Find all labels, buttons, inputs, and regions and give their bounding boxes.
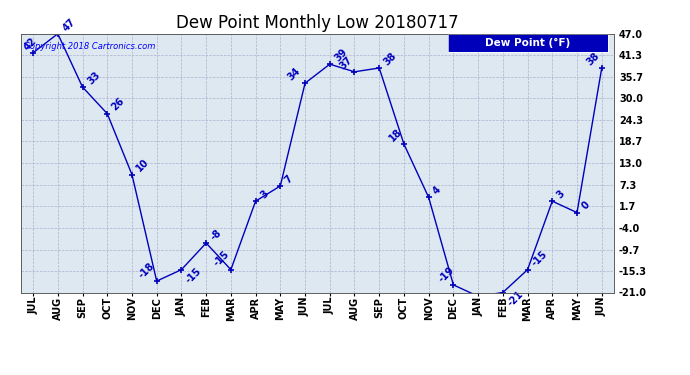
Text: 39: 39	[333, 47, 349, 63]
Text: 38: 38	[382, 51, 399, 67]
Text: 3: 3	[555, 189, 567, 200]
Text: -18: -18	[137, 261, 157, 280]
Text: 34: 34	[286, 66, 302, 82]
Text: -15: -15	[531, 249, 550, 269]
Text: -15: -15	[211, 249, 231, 269]
Text: 4: 4	[431, 185, 443, 196]
Text: 18: 18	[387, 127, 404, 143]
Text: 0: 0	[580, 200, 591, 212]
Text: -21: -21	[506, 289, 525, 308]
Title: Dew Point Monthly Low 20180717: Dew Point Monthly Low 20180717	[176, 14, 459, 32]
Text: -19: -19	[437, 265, 456, 284]
Text: 26: 26	[110, 96, 127, 113]
Text: 42: 42	[22, 35, 39, 52]
Text: 47: 47	[61, 16, 77, 33]
Text: 37: 37	[338, 54, 355, 71]
Text: 10: 10	[135, 157, 151, 174]
Text: -22: -22	[0, 374, 1, 375]
Text: Copyright 2018 Cartronics.com: Copyright 2018 Cartronics.com	[23, 42, 155, 51]
Text: -15: -15	[184, 266, 204, 285]
Text: 38: 38	[585, 51, 602, 67]
Text: 3: 3	[258, 189, 270, 200]
Text: 33: 33	[86, 70, 102, 86]
Text: 7: 7	[283, 173, 295, 185]
Text: -8: -8	[209, 228, 224, 242]
